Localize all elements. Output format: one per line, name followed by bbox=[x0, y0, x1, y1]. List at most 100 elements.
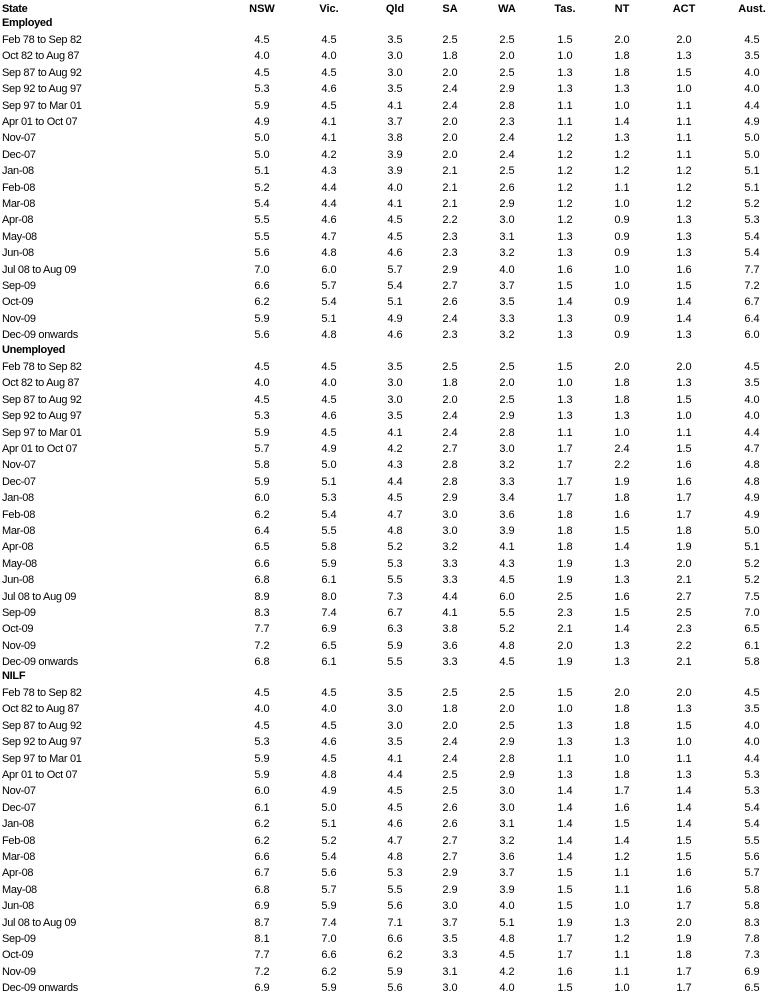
table-cell: 3.7 bbox=[387, 116, 403, 128]
table-cell: 2.6 bbox=[442, 818, 458, 830]
table-row: Sep 87 to Aug 92 4.5 4.5 3.0 2.0 2.5 1.3 1.8 1.5… bbox=[0, 67, 773, 83]
table-cell: 1.3 bbox=[557, 720, 573, 732]
row-label: Jul 08 to Aug 09 bbox=[2, 591, 77, 603]
table-cell: 3.1 bbox=[499, 818, 515, 830]
table-cell: 2.9 bbox=[499, 736, 515, 748]
table-cell: 4.8 bbox=[321, 329, 337, 341]
table-cell: 5.7 bbox=[254, 443, 270, 455]
table-cell: 1.1 bbox=[614, 867, 630, 879]
row-label: Nov-07 bbox=[2, 785, 36, 797]
table-cell: 4.9 bbox=[744, 492, 760, 504]
table-cell: 5.5 bbox=[387, 656, 403, 668]
table-cell: 1.4 bbox=[614, 116, 630, 128]
table-cell: 1.0 bbox=[614, 264, 630, 276]
table-cell: 3.3 bbox=[442, 656, 458, 668]
table-cell: 5.4 bbox=[387, 280, 403, 292]
table-cell: 4.8 bbox=[499, 640, 515, 652]
table-cell: 2.1 bbox=[676, 574, 692, 586]
table-cell: 6.2 bbox=[254, 835, 270, 847]
row-label: Mar-08 bbox=[2, 198, 36, 210]
table-cell: 4.0 bbox=[744, 67, 760, 79]
table-cell: 1.7 bbox=[676, 900, 692, 912]
table-cell: 3.5 bbox=[387, 410, 403, 422]
table-cell: 1.5 bbox=[557, 34, 573, 46]
header-row: State NSW Vic. Qld SA WA Tas. NT ACT Aust. bbox=[0, 3, 773, 19]
table-cell: 4.8 bbox=[321, 247, 337, 259]
table-row: Apr-08 5.5 4.6 4.5 2.2 3.0 1.2 0.9 1.3 5.3 bbox=[0, 214, 773, 230]
table-cell: 3.0 bbox=[387, 50, 403, 62]
table-cell: 4.4 bbox=[387, 769, 403, 781]
row-label: Apr-08 bbox=[2, 867, 34, 879]
table-row: Mar-08 6.6 5.4 4.8 2.7 3.6 1.4 1.2 1.5 5.6 bbox=[0, 851, 773, 867]
row-label: Oct 82 to Aug 87 bbox=[2, 377, 80, 389]
table-cell: 5.8 bbox=[254, 459, 270, 471]
table-cell: 6.2 bbox=[321, 966, 337, 978]
table-cell: 2.0 bbox=[557, 640, 573, 652]
table-cell: 3.5 bbox=[744, 703, 760, 715]
row-label: Mar-08 bbox=[2, 851, 36, 863]
table-row: Sep 92 to Aug 97 5.3 4.6 3.5 2.4 2.9 1.3 1.3 1.0… bbox=[0, 410, 773, 426]
row-label: Dec-09 onwards bbox=[2, 329, 78, 341]
table-row: Sep-09 6.6 5.7 5.4 2.7 3.7 1.5 1.0 1.5 7.2 bbox=[0, 280, 773, 296]
table-cell: 1.3 bbox=[676, 377, 692, 389]
table-cell: 5.8 bbox=[744, 884, 760, 896]
table-cell: 5.2 bbox=[387, 541, 403, 553]
table-cell: 2.4 bbox=[442, 410, 458, 422]
table-row: Nov-09 7.2 6.5 5.9 3.6 4.8 2.0 1.3 2.2 6.1 bbox=[0, 640, 773, 656]
table-row: Oct 82 to Aug 87 4.0 4.0 3.0 1.8 2.0 1.0 1.8 1.3… bbox=[0, 377, 773, 393]
table-cell: 3.0 bbox=[387, 67, 403, 79]
table-cell: 3.3 bbox=[442, 574, 458, 586]
table-cell: 6.5 bbox=[744, 623, 760, 635]
table-cell: 2.0 bbox=[499, 377, 515, 389]
table-cell: 6.9 bbox=[254, 982, 270, 994]
table-row: Dec-09 onwards 6.9 5.9 5.6 3.0 4.0 1.5 1.0 1.7 6.… bbox=[0, 982, 773, 998]
table-cell: 2.2 bbox=[442, 214, 458, 226]
table-cell: 4.0 bbox=[321, 377, 337, 389]
table-row: Dec-09 onwards 6.8 6.1 5.5 3.3 4.5 1.9 1.3 2.1 5.… bbox=[0, 656, 773, 672]
table-cell: 5.7 bbox=[321, 884, 337, 896]
row-label: Apr 01 to Oct 07 bbox=[2, 769, 78, 781]
table-cell: 1.3 bbox=[614, 736, 630, 748]
table-cell: 7.3 bbox=[744, 949, 760, 961]
table-cell: 1.3 bbox=[614, 410, 630, 422]
table-cell: 2.0 bbox=[676, 361, 692, 373]
table-cell: 5.2 bbox=[321, 835, 337, 847]
table-cell: 1.4 bbox=[557, 785, 573, 797]
table-cell: 6.8 bbox=[254, 656, 270, 668]
table-cell: 1.5 bbox=[557, 884, 573, 896]
section-title: Employed bbox=[2, 17, 53, 29]
table-cell: 6.5 bbox=[744, 982, 760, 994]
row-label: Feb-08 bbox=[2, 835, 36, 847]
table-cell: 8.7 bbox=[254, 917, 270, 929]
table-cell: 4.2 bbox=[499, 966, 515, 978]
table-cell: 1.6 bbox=[676, 884, 692, 896]
table-cell: 3.9 bbox=[387, 149, 403, 161]
table-cell: 2.8 bbox=[499, 427, 515, 439]
table-cell: 5.2 bbox=[254, 182, 270, 194]
table-cell: 3.0 bbox=[499, 785, 515, 797]
row-label: Nov-09 bbox=[2, 966, 36, 978]
row-label: Feb 78 to Sep 82 bbox=[2, 34, 82, 46]
row-label: Jan-08 bbox=[2, 165, 34, 177]
table-cell: 5.7 bbox=[744, 867, 760, 879]
table-cell: 2.6 bbox=[499, 182, 515, 194]
table-cell: 1.6 bbox=[676, 867, 692, 879]
table-cell: 4.7 bbox=[321, 231, 337, 243]
table-cell: 2.7 bbox=[442, 443, 458, 455]
table-row: Dec-07 5.9 5.1 4.4 2.8 3.3 1.7 1.9 1.6 4.8 bbox=[0, 476, 773, 492]
table-cell: 4.9 bbox=[744, 116, 760, 128]
table-cell: 2.3 bbox=[442, 247, 458, 259]
table-cell: 2.0 bbox=[442, 132, 458, 144]
table-cell: 4.3 bbox=[499, 558, 515, 570]
table-cell: 7.2 bbox=[254, 966, 270, 978]
table-cell: 4.0 bbox=[499, 982, 515, 994]
table-cell: 4.6 bbox=[321, 410, 337, 422]
section-title-row: NILF bbox=[0, 670, 773, 686]
table-cell: 5.5 bbox=[321, 525, 337, 537]
table-cell: 3.5 bbox=[387, 687, 403, 699]
table-cell: 2.0 bbox=[442, 116, 458, 128]
table-cell: 4.0 bbox=[744, 736, 760, 748]
table-cell: 6.2 bbox=[254, 509, 270, 521]
table-cell: 7.5 bbox=[744, 591, 760, 603]
table-cell: 1.8 bbox=[442, 50, 458, 62]
